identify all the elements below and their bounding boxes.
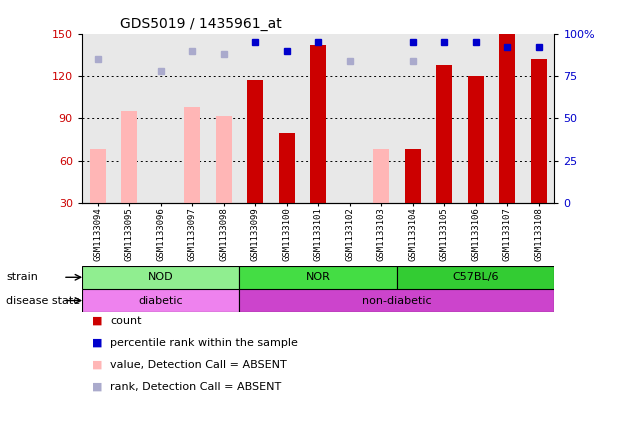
Text: rank, Detection Call = ABSENT: rank, Detection Call = ABSENT [110, 382, 282, 392]
Bar [397, 266, 554, 289]
Bar [499, 34, 515, 203]
Bar [373, 149, 389, 203]
Text: GDS5019 / 1435961_at: GDS5019 / 1435961_at [120, 17, 282, 31]
Text: ■: ■ [93, 338, 103, 348]
Text: diabetic: diabetic [139, 296, 183, 305]
Bar [82, 289, 239, 312]
Text: ■: ■ [93, 360, 103, 370]
Text: non-diabetic: non-diabetic [362, 296, 432, 305]
Bar [82, 266, 239, 289]
Bar [436, 65, 452, 203]
Bar [247, 80, 263, 203]
Text: ■: ■ [93, 382, 103, 392]
Text: ■: ■ [93, 316, 103, 326]
Bar [121, 111, 137, 203]
Bar [239, 266, 397, 289]
Bar [278, 132, 294, 203]
Text: percentile rank within the sample: percentile rank within the sample [110, 338, 298, 348]
Bar [215, 115, 232, 203]
Bar [310, 45, 326, 203]
Text: count: count [110, 316, 142, 326]
Bar [90, 149, 106, 203]
Text: value, Detection Call = ABSENT: value, Detection Call = ABSENT [110, 360, 287, 370]
Bar [530, 59, 546, 203]
Text: C57BL/6: C57BL/6 [452, 272, 499, 282]
Text: disease state: disease state [6, 296, 81, 305]
Text: strain: strain [6, 272, 38, 282]
Bar [184, 107, 200, 203]
Bar [404, 149, 421, 203]
Text: NOD: NOD [148, 272, 173, 282]
Text: NOR: NOR [306, 272, 331, 282]
Bar [467, 76, 484, 203]
Bar [239, 289, 554, 312]
